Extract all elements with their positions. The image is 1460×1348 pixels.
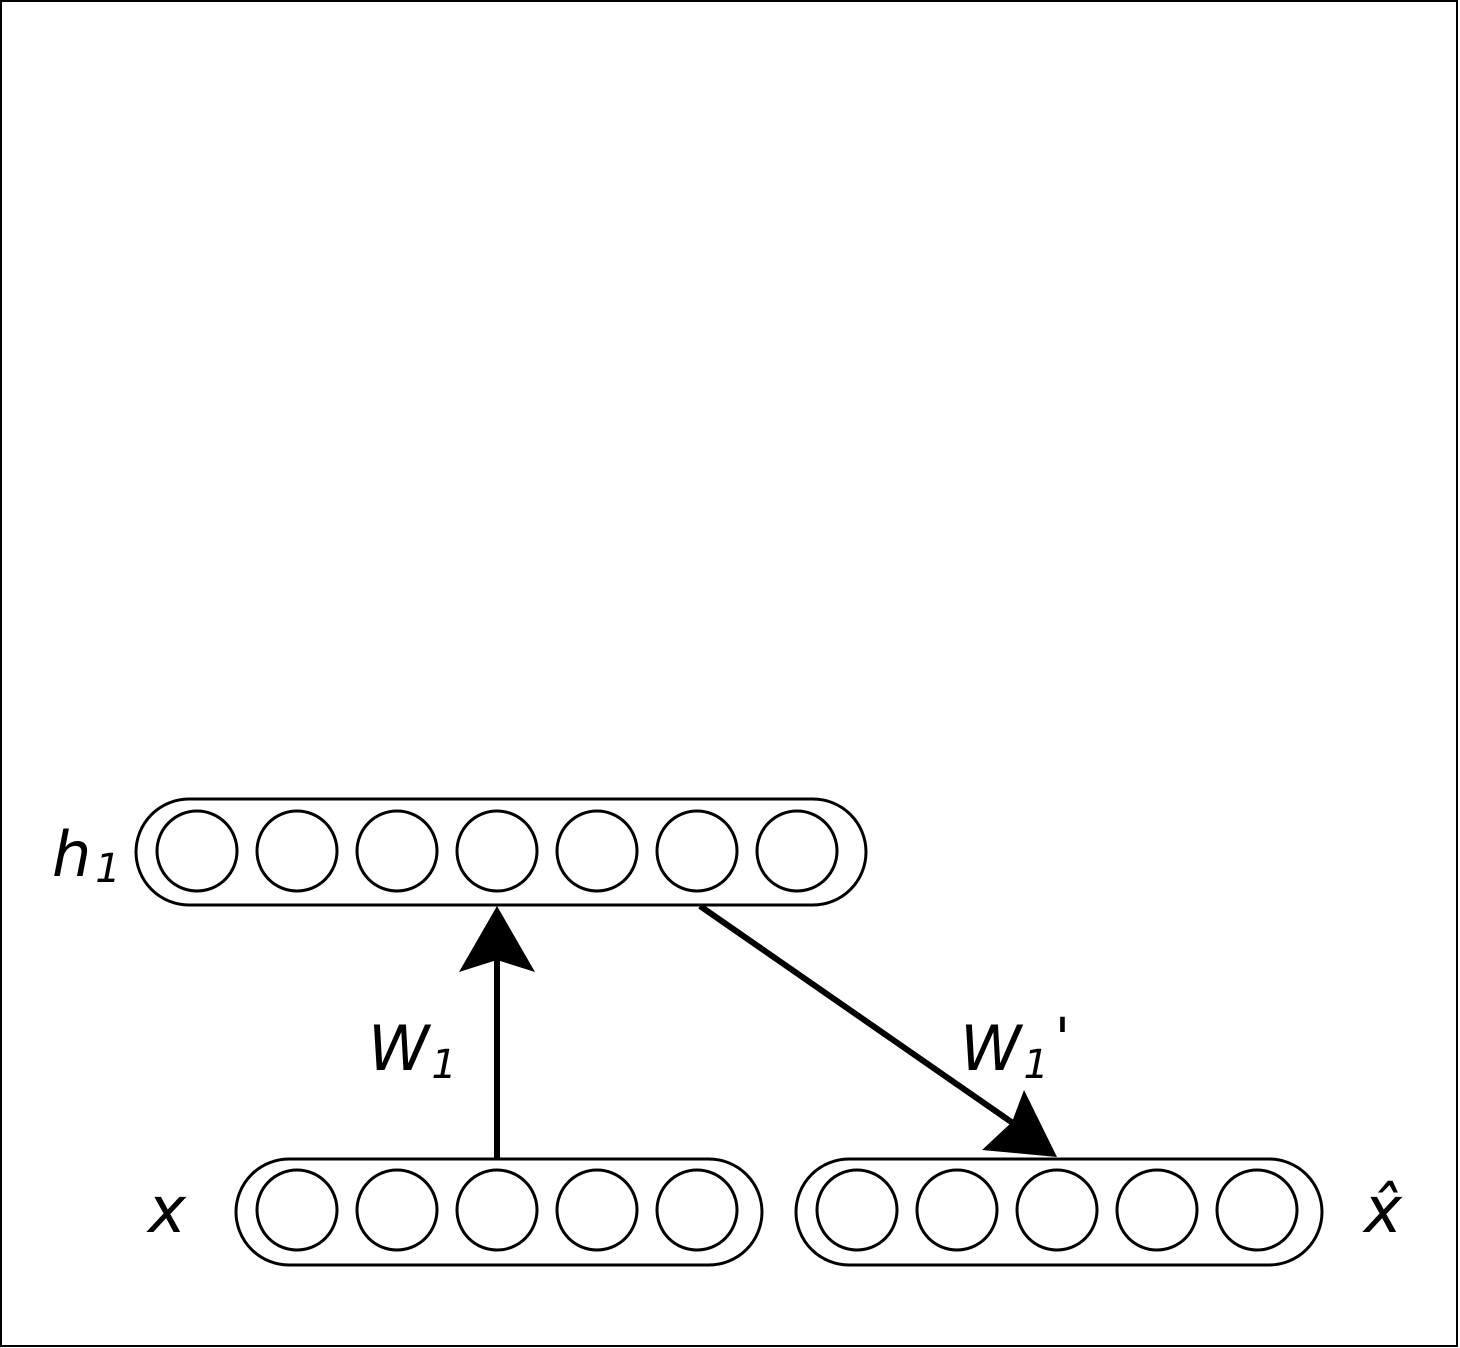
input-unit bbox=[455, 1168, 539, 1252]
encoder-weight-label: W1 bbox=[368, 1012, 457, 1088]
hidden-unit bbox=[755, 809, 839, 893]
hidden-unit bbox=[255, 809, 339, 893]
output-layer-label: x̂ bbox=[1362, 1174, 1403, 1248]
decoder-weight-label: W1 ' bbox=[960, 1007, 1070, 1088]
hidden-unit bbox=[155, 809, 239, 893]
input-unit bbox=[555, 1168, 639, 1252]
decoder-arrow-shaft bbox=[698, 903, 1022, 1131]
decoder-arrow bbox=[698, 903, 1057, 1157]
output-unit bbox=[1015, 1168, 1099, 1252]
output-unit bbox=[1115, 1168, 1199, 1252]
hidden-layer-container bbox=[134, 797, 868, 907]
encoder-arrowhead bbox=[459, 906, 535, 972]
hidden-layer-label-subscript: 1 bbox=[95, 846, 120, 892]
hidden-unit bbox=[655, 809, 739, 893]
hidden-layer-label-main: h bbox=[52, 818, 91, 891]
input-layer-label: x bbox=[146, 1174, 187, 1248]
hidden-unit bbox=[355, 809, 439, 893]
input-layer-x bbox=[234, 1157, 764, 1267]
output-layer-xhat bbox=[794, 1157, 1324, 1267]
output-unit bbox=[1215, 1168, 1299, 1252]
encoder-arrow bbox=[459, 906, 535, 1159]
output-unit bbox=[915, 1168, 999, 1252]
output-unit bbox=[815, 1168, 899, 1252]
encoder-weight-subscript: 1 bbox=[431, 1042, 456, 1088]
decoder-arrowhead bbox=[982, 1090, 1057, 1157]
hidden-unit bbox=[555, 809, 639, 893]
hidden-layer-h1 bbox=[134, 797, 868, 907]
input-unit bbox=[655, 1168, 739, 1252]
decoder-weight-prime: ' bbox=[1055, 1007, 1070, 1072]
input-unit bbox=[255, 1168, 339, 1252]
decoder-weight-subscript: 1 bbox=[1023, 1042, 1048, 1088]
output-layer-container bbox=[794, 1157, 1324, 1267]
decoder-weight-main: W bbox=[960, 1012, 1024, 1085]
input-unit bbox=[355, 1168, 439, 1252]
encoder-weight-main: W bbox=[368, 1012, 432, 1085]
hidden-unit bbox=[455, 809, 539, 893]
